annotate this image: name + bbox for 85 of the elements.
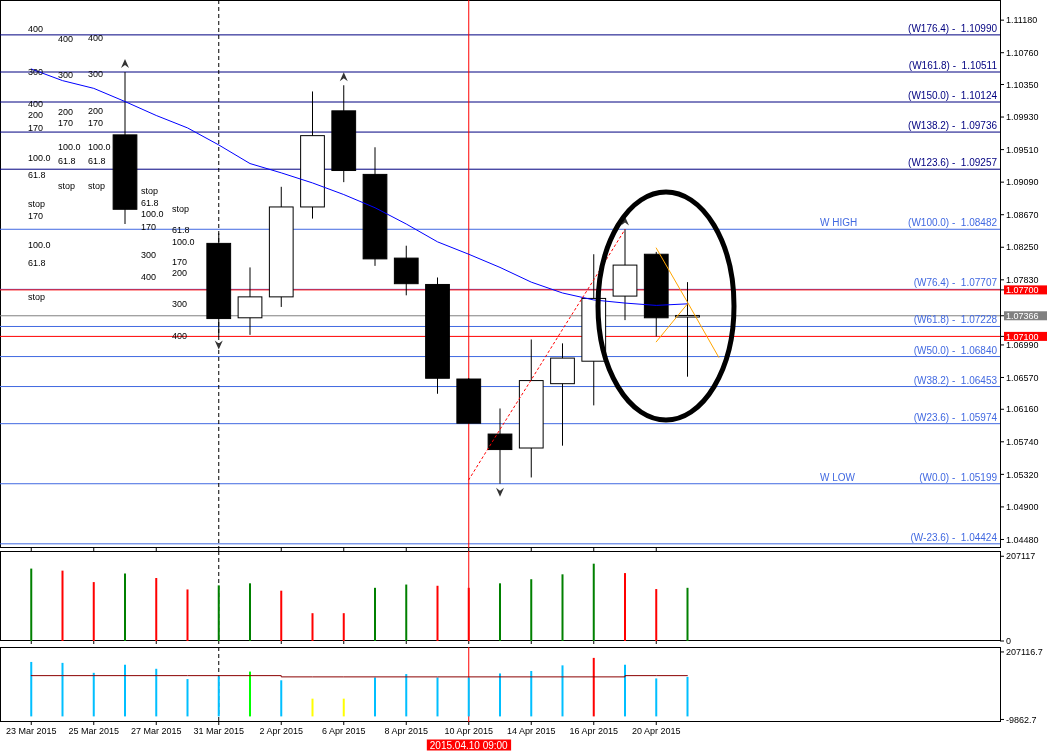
annotation: 61.8 <box>141 198 159 209</box>
x-tick-label: 10 Apr 2015 <box>444 726 494 737</box>
x-tick-label: 27 Mar 2015 <box>130 726 182 737</box>
y-tick-label: 1.04900 <box>1006 502 1039 513</box>
ref-line-label: (W100.0) - 1.08482 <box>908 217 998 229</box>
y-tick-label: 1.04480 <box>1006 534 1039 545</box>
y-tick-label: 0 <box>1006 636 1012 647</box>
y-tick-label: 1.09510 <box>1006 144 1039 155</box>
annotation: 170 <box>88 118 104 129</box>
y-tick-label: 207117 <box>1006 551 1036 562</box>
ref-line-label: 2015.04.10 09:00 <box>429 739 509 751</box>
y-tick-label: 1.07700 <box>1006 285 1039 296</box>
annotation: 200 <box>28 110 44 121</box>
y-tick-label: 1.06160 <box>1006 404 1039 415</box>
ref-line-label: (W150.0) - 1.10124 <box>908 90 998 101</box>
y-tick-label: 1.09930 <box>1006 112 1039 123</box>
annotation: stop <box>141 186 159 197</box>
x-tick-label: 2 Apr 2015 <box>259 726 304 737</box>
annotation: 61.8 <box>58 156 76 167</box>
annotation: stop <box>88 181 106 192</box>
annotation: stop <box>28 292 46 303</box>
ref-line-label: (W76.4) - 1.07707 <box>913 277 998 289</box>
ref-line-label: (W138.2) - 1.09736 <box>908 120 998 132</box>
x-tick-label: 14 Apr 2015 <box>506 726 556 737</box>
annotation: 170 <box>172 257 188 268</box>
annotation: 400 <box>28 24 44 35</box>
annotation: 170 <box>28 123 44 134</box>
ref-line-label: (W0.0) - 1.05199 <box>919 471 998 483</box>
annotation: 400 <box>28 99 44 110</box>
annotation: 61.8 <box>28 258 46 269</box>
y-tick-label: 1.06570 <box>1006 372 1039 383</box>
y-tick-label: 207116.7 <box>1006 647 1043 658</box>
x-tick-label: 25 Mar 2015 <box>68 726 120 737</box>
ref-line-label: (W176.4) - 1.10990 <box>908 22 998 34</box>
ref-line-label: (W61.8) - 1.07228 <box>913 314 998 326</box>
annotation: 100.0 <box>141 209 164 220</box>
y-tick-label: 1.06990 <box>1006 340 1039 351</box>
ref-line-label: (W-23.6) - 1.04424 <box>910 531 998 543</box>
x-tick-label: 6 Apr 2015 <box>321 726 366 737</box>
annotation: 300 <box>58 70 74 81</box>
y-tick-label: 1.11180 <box>1006 15 1038 26</box>
y-tick-label: -9862.7 <box>1006 714 1037 725</box>
annotation: 100.0 <box>58 142 81 153</box>
annotation: 400 <box>88 33 104 44</box>
annotation: 100.0 <box>28 153 51 164</box>
annotation: 300 <box>172 299 188 310</box>
annotation: 100.0 <box>28 240 51 251</box>
annotation: 200 <box>58 107 74 118</box>
annotation: 400 <box>141 272 157 283</box>
annotation: 300 <box>141 250 157 261</box>
y-tick-label: 1.09090 <box>1006 177 1039 188</box>
y-tick-label: 1.05740 <box>1006 436 1039 447</box>
x-tick-label: 20 Apr 2015 <box>631 726 681 737</box>
ref-line-label: (W23.6) - 1.05974 <box>913 411 998 423</box>
annotation: 100.0 <box>172 237 195 248</box>
y-tick-label: 1.07366 <box>1006 310 1039 321</box>
annotation: 61.8 <box>88 156 106 167</box>
annotation: stop <box>58 181 76 192</box>
ref-line-label: (W161.8) - 1.10511 <box>908 60 998 72</box>
annotation: 400 <box>58 34 74 45</box>
x-tick-label: 31 Mar 2015 <box>193 726 245 737</box>
ref-line-label: (W50.0) - 1.06840 <box>913 344 998 356</box>
annotation: 200 <box>172 268 188 279</box>
ref-line-label: (W123.6) - 1.09257 <box>908 157 998 169</box>
annotation: 170 <box>58 118 74 129</box>
ref-line-label: (W38.2) - 1.06453 <box>913 374 998 386</box>
y-tick-label: 1.08670 <box>1006 209 1039 220</box>
y-tick-label: 1.10760 <box>1006 47 1039 58</box>
y-tick-label: 1.05320 <box>1006 469 1039 480</box>
x-tick-label: 16 Apr 2015 <box>569 726 619 737</box>
x-tick-label: 23 Mar 2015 <box>5 726 57 737</box>
annotation: W LOW <box>820 471 856 483</box>
annotation: stop <box>28 199 46 210</box>
annotation: 61.8 <box>28 170 46 181</box>
y-tick-label: 1.07830 <box>1006 274 1039 285</box>
x-tick-label: 8 Apr 2015 <box>384 726 429 737</box>
annotation: 100.0 <box>88 142 111 153</box>
annotation: stop <box>172 204 190 215</box>
y-tick-label: 1.10350 <box>1006 79 1039 90</box>
annotation: 300 <box>88 69 104 80</box>
annotation: 200 <box>88 106 104 117</box>
y-tick-label: 1.07100 <box>1006 331 1039 342</box>
annotation: 170 <box>28 211 44 222</box>
y-tick-label: 1.08250 <box>1006 242 1039 253</box>
annotation: W HIGH <box>820 217 858 229</box>
